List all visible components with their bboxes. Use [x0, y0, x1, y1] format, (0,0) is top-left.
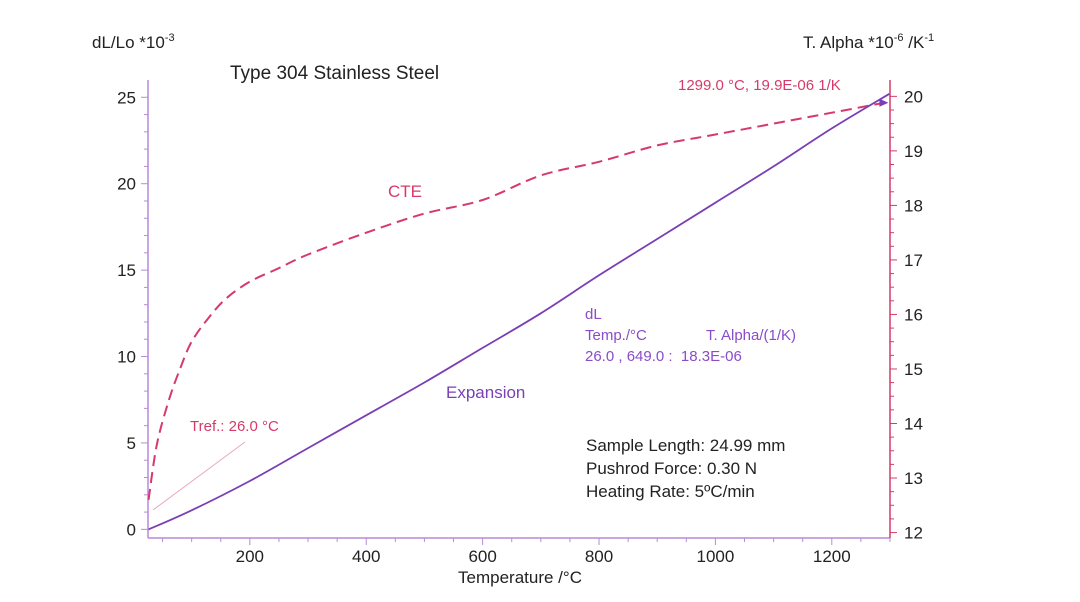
x-tick-label: 1000 — [696, 547, 734, 566]
y-left-ticks: 0 5 10 15 20 25 — [117, 88, 148, 539]
y-right-tick-label: 16 — [904, 305, 923, 324]
y-right-tick-label: 20 — [904, 87, 923, 106]
pushrod-force-info: Pushrod Force: 0.30 N — [586, 459, 757, 478]
readout-col1-header: Temp./°C — [585, 327, 647, 344]
cte-series-label: CTE — [388, 182, 422, 201]
y-left-tick-label: 10 — [117, 348, 136, 367]
heating-rate-info: Heating Rate: 5ºC/min — [586, 482, 755, 501]
expansion-series-label: Expansion — [446, 383, 525, 402]
x-tick-label: 200 — [236, 547, 264, 566]
readout-values: 26.0 , 649.0 : 18.3E-06 — [585, 348, 742, 365]
readout-col2-header: T. Alpha/(1/K) — [706, 327, 796, 344]
cte-series-line — [147, 100, 890, 500]
tref-annotation: Tref.: 26.0 °C — [190, 418, 279, 435]
y-right-axis-title: T. Alpha *10-6 /K-1 — [803, 32, 934, 52]
y-left-tick-label: 5 — [127, 434, 136, 453]
sample-length-info: Sample Length: 24.99 mm — [586, 436, 785, 455]
x-ticks: 200 400 600 800 1000 1200 — [162, 538, 891, 566]
y-right-tick-label: 15 — [904, 360, 923, 379]
expansion-series-line — [148, 93, 890, 531]
y-right-tick-label: 14 — [904, 415, 923, 434]
y-left-tick-label: 25 — [117, 88, 136, 107]
y-left-axis-title: dL/Lo *10-3 — [92, 32, 175, 52]
x-tick-label: 1200 — [813, 547, 851, 566]
y-right-tick-label: 12 — [904, 524, 923, 543]
y-right-tick-label: 17 — [904, 251, 923, 270]
x-tick-label: 600 — [468, 547, 496, 566]
readout-title: dL — [585, 306, 602, 323]
x-tick-label: 800 — [585, 547, 613, 566]
y-right-tick-label: 19 — [904, 142, 923, 161]
y-right-tick-label: 18 — [904, 196, 923, 215]
y-left-tick-label: 15 — [117, 261, 136, 280]
y-right-ticks: 12 13 14 15 16 17 18 19 20 — [890, 87, 923, 543]
chart-title: Type 304 Stainless Steel — [230, 63, 439, 84]
endpoint-marker — [879, 98, 889, 107]
y-right-tick-label: 13 — [904, 469, 923, 488]
endpoint-annotation: 1299.0 °C, 19.9E-06 1/K — [678, 77, 841, 94]
y-left-tick-label: 20 — [117, 175, 136, 194]
x-tick-label: 400 — [352, 547, 380, 566]
x-axis-title: Temperature /°C — [458, 568, 582, 587]
y-left-tick-label: 0 — [127, 520, 136, 539]
tref-leader-line — [152, 441, 246, 511]
